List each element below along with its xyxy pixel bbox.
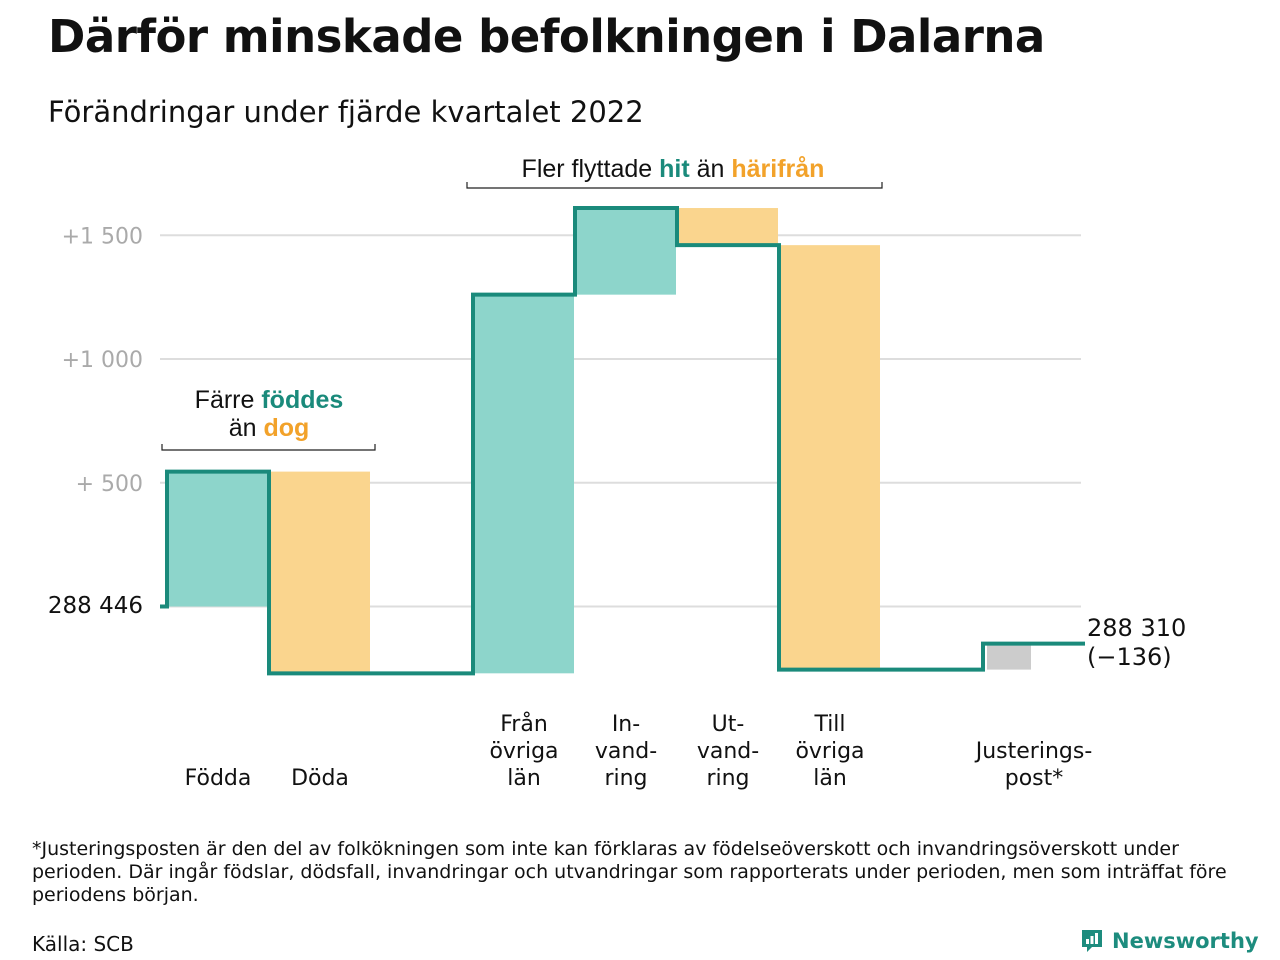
y-tick-label: +1 000 bbox=[62, 348, 143, 373]
category-label: vand- bbox=[595, 739, 657, 764]
annotation-highlight-born: föddes bbox=[261, 386, 343, 414]
annotation-highlight-away: härifrån bbox=[731, 155, 824, 183]
category-labels: Födda DödaFrånövrigalänIn-vand-ringUt-van… bbox=[185, 711, 1093, 791]
category-label: övriga bbox=[489, 739, 558, 764]
bars bbox=[167, 208, 1031, 674]
step-line bbox=[160, 206, 1085, 676]
category-label: övriga bbox=[795, 739, 864, 764]
annotation-migration: Fler flyttade hit än härifrån bbox=[466, 155, 883, 189]
annotation-births-deaths: Färre föddes än dog bbox=[161, 386, 376, 451]
annotation-highlight-died: dog bbox=[263, 414, 309, 442]
bar-negative bbox=[779, 245, 880, 670]
category-label: ring bbox=[604, 766, 647, 791]
svg-text:Fler flyttade hit än härifrån: Fler flyttade hit än härifrån bbox=[522, 155, 825, 183]
annotation-bracket bbox=[466, 182, 883, 189]
bar-negative bbox=[269, 471, 370, 674]
bar-positive bbox=[167, 471, 268, 607]
bar-negative bbox=[677, 208, 778, 246]
bar-adjustment bbox=[987, 643, 1031, 670]
footnote: *Justeringsposten är den del av folkökni… bbox=[32, 838, 1227, 906]
category-label: län bbox=[507, 766, 541, 791]
category-label: Från bbox=[500, 711, 548, 737]
category-label: Födda bbox=[185, 766, 252, 791]
chart-title: Därför minskade befolkningen i Dalarna bbox=[48, 10, 1045, 63]
brand-logo: Newsworthy bbox=[1080, 928, 1259, 954]
waterfall-chart: +1 500+1 000+ 500 Födda DödaFrånövrigalän… bbox=[48, 155, 1186, 791]
annotation-highlight-here: hit bbox=[659, 155, 690, 183]
svg-text:Färre föddes: Färre föddes bbox=[195, 386, 344, 414]
category-label: Ut- bbox=[712, 712, 745, 737]
annotation-text: Fler flyttade bbox=[522, 155, 660, 183]
annotation-text: än bbox=[229, 414, 264, 442]
start-value-label: 288 446 bbox=[48, 593, 143, 619]
y-tick-labels: +1 500 +1 000 + 500 bbox=[62, 224, 143, 497]
annotation-text: än bbox=[690, 155, 732, 183]
category-label: post* bbox=[1005, 766, 1064, 791]
y-tick-label: +1 500 bbox=[62, 224, 143, 249]
category-label: In- bbox=[612, 712, 640, 737]
newsworthy-logo-icon bbox=[1082, 930, 1102, 952]
category-label: vand- bbox=[697, 739, 759, 764]
bar-positive bbox=[473, 294, 574, 674]
category-label: län bbox=[813, 766, 847, 791]
chart-subtitle: Förändringar under fjärde kvartalet 2022 bbox=[48, 95, 644, 129]
svg-text:än dog: än dog bbox=[229, 414, 310, 442]
brand-name: Newsworthy bbox=[1112, 929, 1259, 953]
step-line-path bbox=[160, 206, 1085, 676]
y-tick-label: + 500 bbox=[76, 472, 143, 497]
annotation-bracket bbox=[161, 444, 376, 451]
end-value-label: 288 310 bbox=[1087, 614, 1186, 642]
category-label: Till bbox=[813, 712, 845, 737]
source-label: Källa: SCB bbox=[32, 932, 134, 956]
annotation-text: Färre bbox=[195, 386, 262, 414]
end-change-label: (−136) bbox=[1087, 643, 1172, 671]
category-label: Döda bbox=[291, 766, 349, 791]
category-label: Justerings- bbox=[974, 739, 1093, 764]
category-label: ring bbox=[706, 766, 749, 791]
bar-positive bbox=[575, 208, 676, 295]
